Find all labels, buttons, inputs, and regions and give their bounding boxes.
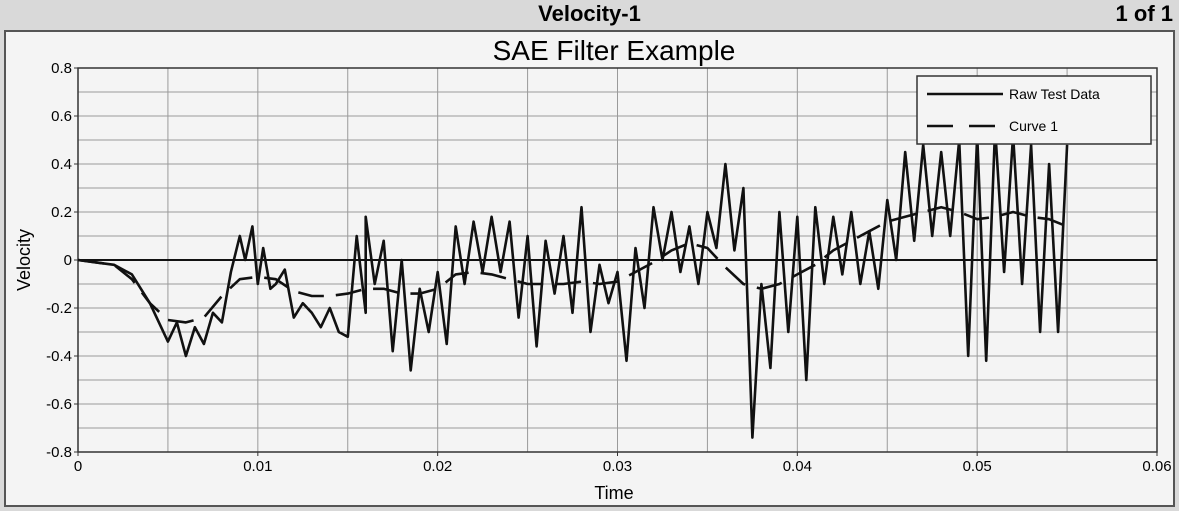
legend-label: Raw Test Data bbox=[1009, 86, 1100, 102]
x-tick-label: 0.04 bbox=[783, 458, 812, 475]
series-line-2 bbox=[77, 205, 1068, 324]
legend-label: Curve 1 bbox=[1009, 118, 1058, 134]
y-tick-label: 0 bbox=[64, 252, 72, 269]
x-tick-label: 0.05 bbox=[963, 458, 992, 475]
page-title: Velocity-1 bbox=[538, 1, 641, 26]
y-tick-label: -0.8 bbox=[46, 444, 72, 461]
tick-labels: -0.8 -0.6 -0.4 -0.2 0 0.2 0.4 0.6 0.8 0 0.01 0.02 0.… bbox=[46, 60, 1171, 475]
y-tick-label: -0.6 bbox=[46, 396, 72, 413]
y-axis-label: Velocity bbox=[14, 229, 34, 291]
y-tick-label: 0.6 bbox=[51, 108, 72, 125]
legend: Raw Test Data Curve 1 bbox=[916, 75, 1152, 145]
x-axis-label: Time bbox=[594, 483, 633, 503]
y-tick-label: 0.4 bbox=[51, 156, 72, 173]
page-indicator: 1 of 1 bbox=[1115, 1, 1173, 26]
y-tick-label: 0.8 bbox=[51, 60, 72, 77]
series bbox=[77, 126, 1069, 439]
legend-box bbox=[916, 75, 1152, 145]
x-tick-label: 0.02 bbox=[423, 458, 452, 475]
y-tick-label: 0.2 bbox=[51, 204, 72, 221]
x-tick-label: 0 bbox=[74, 458, 82, 475]
x-tick-label: 0.03 bbox=[603, 458, 632, 475]
series-line-1 bbox=[77, 126, 1069, 439]
y-tick-label: -0.2 bbox=[46, 300, 72, 317]
y-tick-label: -0.4 bbox=[46, 348, 72, 365]
x-tick-label: 0.06 bbox=[1142, 458, 1171, 475]
x-tick-label: 0.01 bbox=[243, 458, 272, 475]
chart-title: SAE Filter Example bbox=[493, 35, 736, 66]
